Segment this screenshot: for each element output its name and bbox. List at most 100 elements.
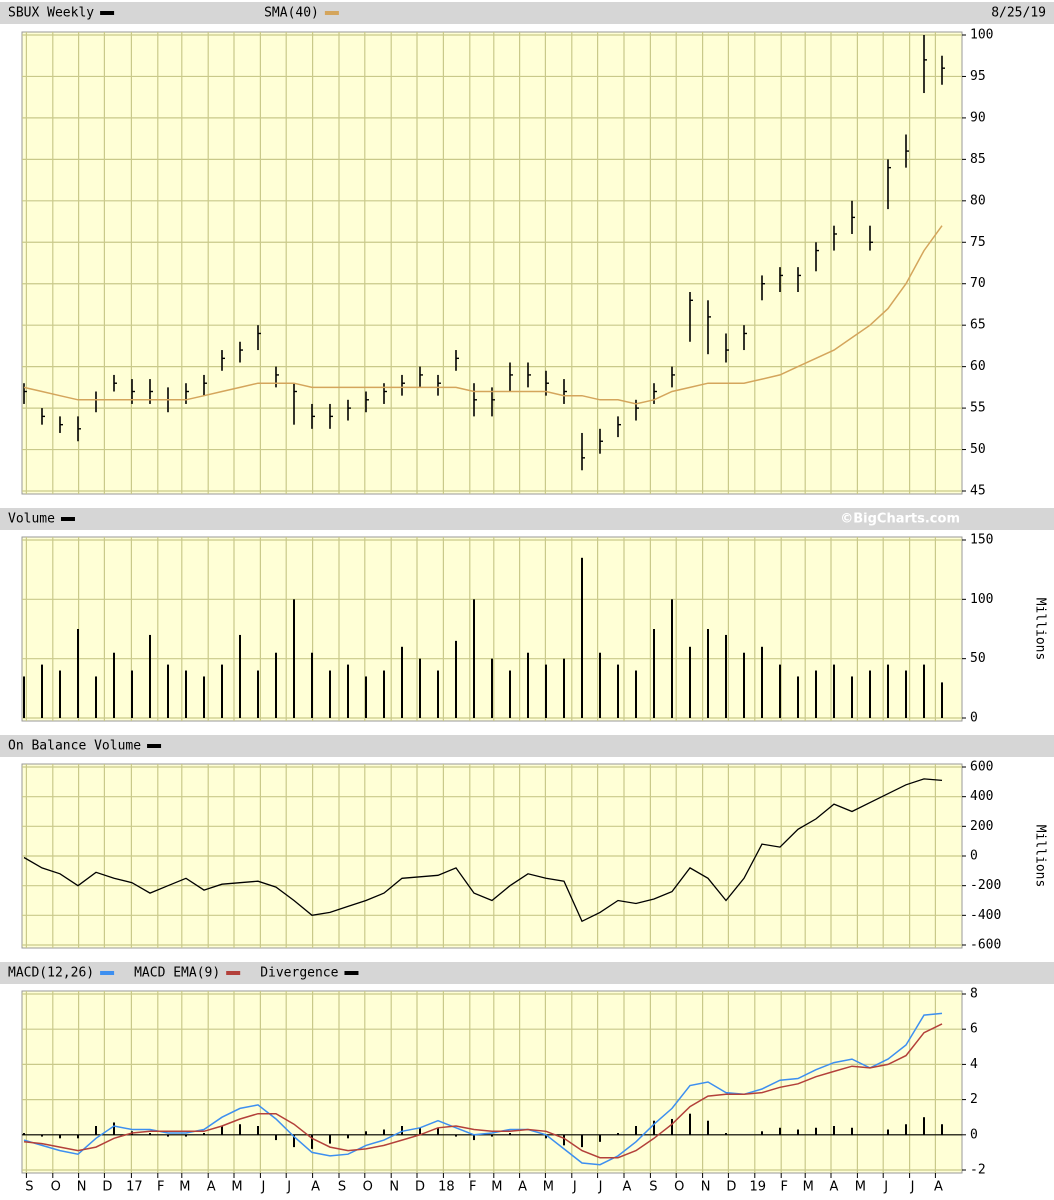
macd-line <box>23 1012 943 1166</box>
volume-bar <box>761 646 763 718</box>
y-tick-label: 65 <box>970 318 986 333</box>
volume-bar <box>185 670 187 718</box>
x-tick-label: O <box>674 1180 684 1195</box>
volume-bar <box>617 664 619 718</box>
volume-bar <box>797 676 799 718</box>
divergence-bar <box>635 1126 637 1135</box>
volume-bar <box>941 682 943 718</box>
volume-bar <box>923 664 925 718</box>
x-tick-label: J <box>286 1180 291 1195</box>
divergence-bar <box>653 1120 655 1135</box>
x-tick-label: J <box>883 1180 888 1195</box>
volume-bar <box>257 670 259 718</box>
divergence-bar <box>923 1117 925 1135</box>
y-tick-label: 150 <box>970 533 993 548</box>
volume-bar <box>131 670 133 718</box>
volume-bar <box>833 664 835 718</box>
volume-bar <box>221 664 223 718</box>
divergence-bar <box>311 1134 313 1149</box>
y-tick-label: 45 <box>970 484 986 499</box>
volume-bar <box>401 646 403 718</box>
legend-swatch <box>324 11 339 15</box>
divergence-bar <box>23 1133 25 1135</box>
divergence-bar <box>419 1127 421 1135</box>
divergence-bar <box>779 1127 781 1135</box>
divergence-bar <box>95 1126 97 1135</box>
volume-bar <box>347 664 349 718</box>
divergence-bar <box>599 1134 601 1142</box>
y-tick-label: 600 <box>970 760 993 775</box>
divergence-bar <box>851 1127 853 1135</box>
divergence-bar <box>887 1129 889 1135</box>
divergence-bar <box>113 1122 115 1135</box>
x-tick-label: J <box>260 1180 265 1195</box>
volume-bar <box>437 670 439 718</box>
volume-bar <box>707 629 709 718</box>
x-tick-label: S <box>25 1180 33 1195</box>
y-tick-label: 400 <box>970 789 993 804</box>
panel-header <box>0 962 1054 984</box>
divergence-bar <box>473 1134 475 1141</box>
divergence-bar <box>347 1134 349 1139</box>
divergence-bar <box>149 1133 151 1135</box>
y-tick-label: 0 <box>970 711 978 726</box>
x-tick-label: A <box>207 1180 216 1195</box>
volume-bar <box>23 676 25 718</box>
volume-bar <box>95 676 97 718</box>
divergence-bar <box>761 1131 763 1135</box>
sma-line <box>23 225 943 405</box>
divergence-bar <box>581 1134 583 1148</box>
divergence-bar <box>257 1126 259 1135</box>
volume-bar <box>869 670 871 718</box>
x-tick-label: A <box>830 1180 839 1195</box>
y-tick-label: 8 <box>970 987 978 1002</box>
x-tick-label: F <box>469 1180 476 1195</box>
volume-bar <box>725 634 727 718</box>
y-tick-label: 2 <box>970 1092 978 1107</box>
divergence-bar <box>689 1113 691 1135</box>
volume-bar <box>851 676 853 718</box>
y-tick-label: 0 <box>970 849 978 864</box>
panel-header <box>0 508 1054 530</box>
credit: ©BigCharts.com <box>840 512 960 527</box>
x-tick-label: A <box>311 1180 320 1195</box>
x-tick-label: O <box>51 1180 61 1195</box>
volume-bar <box>653 629 655 718</box>
volume-bar <box>581 557 583 718</box>
legend-label: On Balance Volume <box>8 739 141 754</box>
x-tick-label: D <box>102 1180 112 1195</box>
y-tick-label: -200 <box>970 878 1001 893</box>
divergence-bar <box>59 1134 61 1139</box>
y-axis-label: Millions <box>1033 825 1048 888</box>
y-tick-label: 0 <box>970 1127 978 1142</box>
x-tick-label: J <box>910 1180 915 1195</box>
divergence-bar <box>617 1133 619 1135</box>
volume-bar <box>329 670 331 718</box>
x-tick-label: M <box>803 1180 814 1195</box>
x-tick-label: F <box>157 1180 164 1195</box>
volume-bar <box>527 652 529 718</box>
macd-line <box>23 1023 943 1159</box>
legend-swatch <box>60 517 75 521</box>
x-tick-label: S <box>649 1180 657 1195</box>
y-tick-label: 75 <box>970 235 986 250</box>
y-tick-label: 95 <box>970 69 986 84</box>
legend-swatch <box>344 971 359 975</box>
volume-bar <box>887 664 889 718</box>
divergence-bar <box>185 1134 187 1137</box>
y-tick-label: -600 <box>970 938 1001 953</box>
y-tick-label: 55 <box>970 401 986 416</box>
x-tick-label: M <box>231 1180 242 1195</box>
volume-bar <box>275 652 277 718</box>
divergence-bar <box>545 1134 547 1139</box>
date-label: 8/25/19 <box>991 6 1046 21</box>
divergence-bar <box>401 1126 403 1135</box>
divergence-bar <box>725 1133 727 1135</box>
volume-bar <box>293 599 295 718</box>
legend-label: SMA(40) <box>264 6 319 21</box>
volume-bar <box>239 634 241 718</box>
volume-bar <box>113 652 115 718</box>
plot-area <box>21 31 963 495</box>
divergence-bar <box>671 1118 673 1135</box>
